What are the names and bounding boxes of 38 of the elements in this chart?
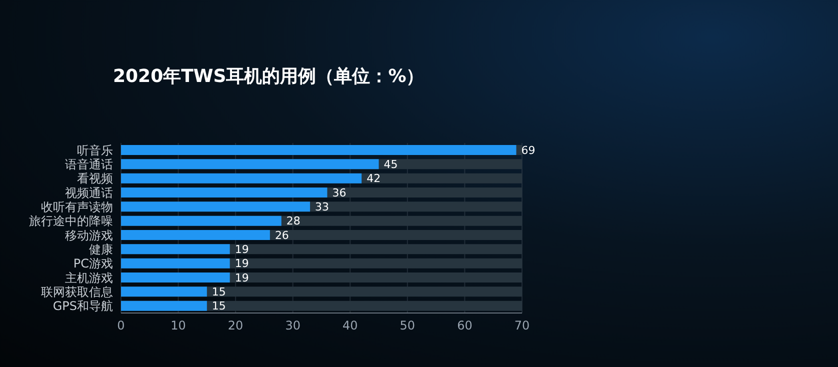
y-tick-label: GPS和导航 [52,299,113,314]
data-label: 19 [234,257,249,270]
data-label: 28 [286,214,300,228]
bar [121,258,230,268]
y-tick-label: 听音乐 [77,143,113,158]
y-tick-label: 视频通话 [65,186,113,200]
x-tick-label: 70 [514,318,530,333]
data-label: 42 [366,172,381,186]
y-tick-label: 健康 [89,242,113,257]
data-label: 33 [315,200,330,214]
bar [121,286,207,297]
x-tick-label: 20 [228,318,244,333]
x-tick-label: 40 [342,318,358,333]
bar [121,300,207,311]
x-tick-label: 10 [170,318,186,333]
data-label: 15 [212,300,226,313]
data-label: 69 [521,144,536,157]
data-label: 15 [212,286,226,299]
data-label: 36 [332,186,346,200]
data-label: 19 [234,243,249,256]
y-tick-label: PC游戏 [73,256,113,271]
y-tick-label: 移动游戏 [65,228,113,242]
y-tick-label: 主机游戏 [65,270,113,285]
y-tick-label: 语音通话 [65,158,113,172]
x-tick-label: 30 [285,318,300,333]
bar [121,244,230,254]
data-label: 45 [384,158,398,172]
data-label: 19 [234,271,249,284]
y-tick-label: 收听有声读物 [41,200,113,214]
y-tick-label: 旅行途中的降噪 [29,214,113,228]
x-tick-label: 50 [400,318,416,333]
bar [121,144,516,155]
y-tick-label: 看视频 [77,172,113,186]
x-tick-label: 0 [117,318,125,333]
data-label: 26 [274,228,289,242]
y-tick-label: 联网获取信息 [41,285,113,300]
x-tick-label: 60 [457,318,472,333]
chart-title: 2020年TWS耳机的用例（单位：%） [113,65,424,88]
